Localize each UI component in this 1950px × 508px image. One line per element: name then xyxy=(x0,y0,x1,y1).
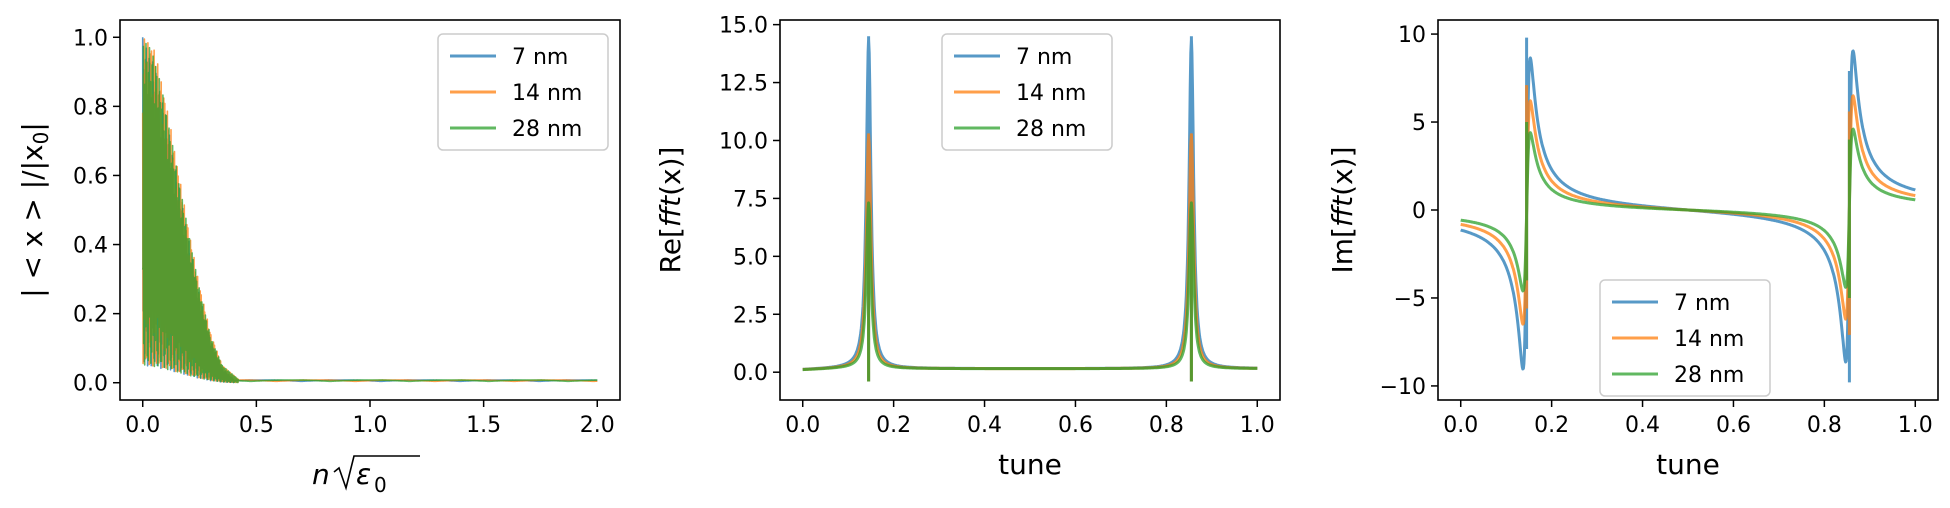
y-tick-label: 15.0 xyxy=(719,14,768,39)
chart-panel-fft-imag: 0.0 0.2 0.4 0.6 0.8 1.0 −10 −5 0 5 10 tune Im[fft(x)… xyxy=(1326,19,1939,481)
legend: 7 nm 14 nm 28 nm xyxy=(941,33,1113,151)
y-tick-label: 10.0 xyxy=(719,129,768,154)
x-tick-label: 0.4 xyxy=(1625,413,1660,438)
x-axis-label-sub: 0 xyxy=(374,473,387,497)
legend-box xyxy=(1599,279,1771,397)
x-tick-label: 2.0 xyxy=(580,413,615,438)
x-tick-label: 0.2 xyxy=(876,413,911,438)
x-tick-label: 0.0 xyxy=(1443,413,1478,438)
y-tick-label: 0.2 xyxy=(73,303,108,328)
y-tick-label: 5.0 xyxy=(733,245,768,270)
legend-label: 28 nm xyxy=(1674,363,1744,388)
y-tick-label: 0.6 xyxy=(73,164,108,189)
x-tick-label: 0.0 xyxy=(785,413,820,438)
y-tick-label: −10 xyxy=(1380,375,1426,400)
y-tick-label: 7.5 xyxy=(733,187,768,212)
x-tick-label: 0.8 xyxy=(1807,413,1842,438)
chart-panel-amplitude-decay: 0.0 0.5 1.0 1.5 2.0 0.0 0.2 0.4 0.6 0.8 1.0 n ε 0 | < … xyxy=(16,19,621,497)
series-line xyxy=(1459,122,1917,298)
x-axis-label-n: n xyxy=(312,458,330,491)
y-axis-label: Im[fft(x)] xyxy=(1326,147,1359,274)
plot-area xyxy=(141,37,598,384)
y-tick-label: 0.4 xyxy=(73,234,108,259)
legend-label: 7 nm xyxy=(512,45,568,70)
y-axis-label: Re[fft(x)] xyxy=(654,147,687,274)
legend: 7 nm 14 nm 28 nm xyxy=(437,33,609,151)
legend-label: 14 nm xyxy=(512,81,582,106)
x-tick-label: 0.6 xyxy=(1058,413,1093,438)
y-tick-label: 1.0 xyxy=(73,26,108,51)
legend-label: 14 nm xyxy=(1674,327,1744,352)
y-tick-label: 2.5 xyxy=(733,303,768,328)
legend-label: 28 nm xyxy=(1016,117,1086,142)
legend-label: 7 nm xyxy=(1674,291,1730,316)
y-tick-label: 0.0 xyxy=(73,372,108,397)
y-tick-label: 0.0 xyxy=(733,361,768,386)
plot-area xyxy=(801,36,1259,382)
legend-label: 7 nm xyxy=(1016,45,1072,70)
x-axis-label: tune xyxy=(998,448,1062,481)
series-line xyxy=(801,201,1259,382)
legend-label: 14 nm xyxy=(1016,81,1086,106)
x-tick-label: 0.8 xyxy=(1149,413,1184,438)
y-tick-label: −5 xyxy=(1394,287,1426,312)
y-tick-label: 10 xyxy=(1398,23,1426,48)
x-tick-label: 1.5 xyxy=(466,413,501,438)
legend-box xyxy=(437,33,609,151)
y-tick-label: 0 xyxy=(1412,199,1426,224)
x-tick-label: 0.2 xyxy=(1534,413,1569,438)
legend-box xyxy=(941,33,1113,151)
x-tick-label: 1.0 xyxy=(1240,413,1275,438)
legend: 7 nm 14 nm 28 nm xyxy=(1599,279,1771,397)
x-tick-label: 1.0 xyxy=(353,413,388,438)
sqrt-sign-icon xyxy=(333,455,420,491)
series-line xyxy=(141,42,598,384)
x-tick-label: 0.5 xyxy=(239,413,274,438)
axes-frame xyxy=(779,19,1281,401)
plot-area xyxy=(1459,37,1917,383)
x-axis-label: tune xyxy=(1656,448,1720,481)
chart-panel-fft-real: 0.0 0.2 0.4 0.6 0.8 1.0 0.0 2.5 5.0 7.5 10.0 12.5 15… xyxy=(654,14,1281,481)
y-tick-label: 0.8 xyxy=(73,95,108,120)
x-axis-label-eps: ε xyxy=(356,458,371,491)
y-axis-label: | < x > |/|x0| xyxy=(16,122,53,298)
x-tick-label: 1.0 xyxy=(1898,413,1933,438)
y-tick-label: 5 xyxy=(1412,111,1426,136)
legend-label: 28 nm xyxy=(512,117,582,142)
x-tick-label: 0.0 xyxy=(125,413,160,438)
x-tick-label: 0.4 xyxy=(967,413,1002,438)
x-tick-label: 0.6 xyxy=(1716,413,1751,438)
y-tick-label: 12.5 xyxy=(719,72,768,97)
